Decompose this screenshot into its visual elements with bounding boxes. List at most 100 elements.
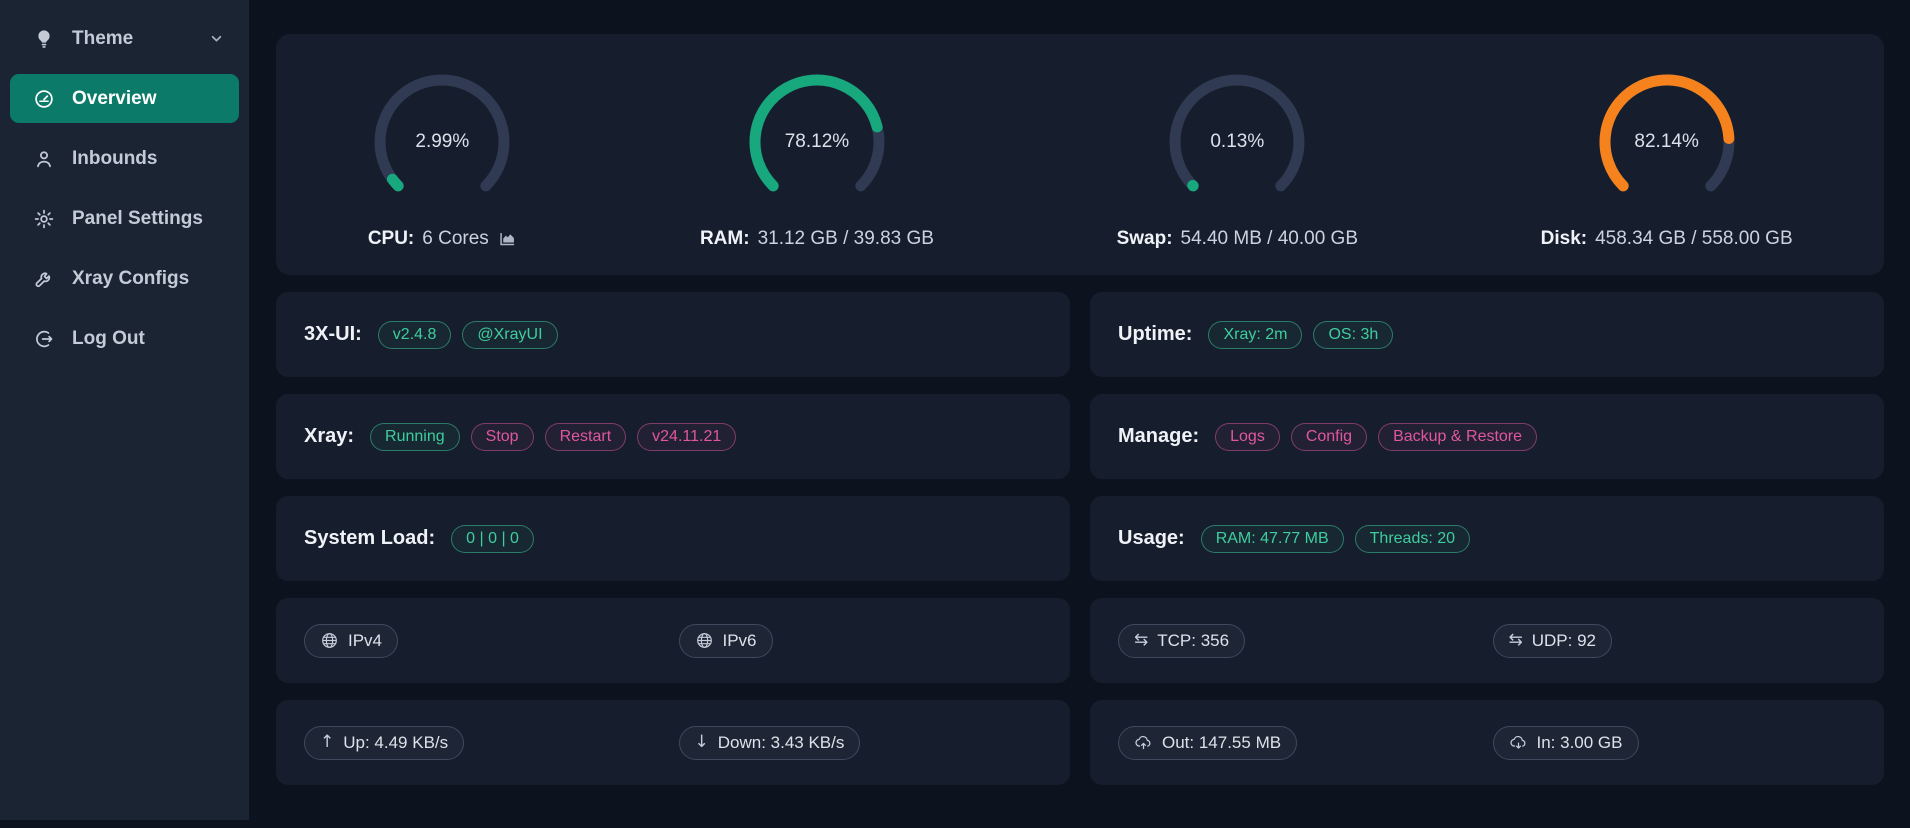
disk-gauge-label: Disk: 458.34 GB / 558.00 GB (1541, 228, 1793, 250)
xray-uptime-badge: Xray: 2m (1208, 320, 1303, 349)
row-load-usage: System Load: 0 | 0 | 0 Usage: RAM: 47.77… (276, 496, 1884, 581)
system-load-badge: 0 | 0 | 0 (451, 524, 534, 553)
tcp-count-tag: ⇆ TCP: 356 (1118, 623, 1246, 658)
system-load-card: System Load: 0 | 0 | 0 (276, 496, 1070, 581)
config-button[interactable]: Config (1290, 422, 1368, 451)
row-version-uptime: 3X-UI: v2.4.8 @XrayUI Uptime: Xray: 2m O… (276, 292, 1884, 377)
sidebar: Theme Overview Inbounds Panel Settings X… (0, 0, 249, 820)
swap-gauge-value: 0.13% (1210, 131, 1265, 152)
panel-version-card: 3X-UI: v2.4.8 @XrayUI (276, 292, 1070, 377)
row-xray-manage: Xray: Running Stop Restart v24.11.21 Man… (276, 394, 1884, 479)
cpu-detail: 6 Cores (422, 228, 489, 249)
uptime-label: Uptime: (1118, 323, 1193, 345)
xray-status-card: Xray: Running Stop Restart v24.11.21 (276, 394, 1070, 479)
cpu-gauge (374, 74, 510, 192)
arrow-down-icon: ↓ (694, 732, 709, 752)
ram-usage-badge: RAM: 47.77 MB (1200, 524, 1344, 553)
swap-detail: 54.40 MB / 40.00 GB (1180, 228, 1358, 249)
xray-label: Xray: (304, 425, 355, 447)
sidebar-item-label: Panel Settings (72, 207, 203, 229)
xray-stop-button[interactable]: Stop (470, 422, 534, 451)
ipv6-tag[interactable]: IPv6 (678, 623, 773, 658)
swap-label: Swap: (1116, 228, 1173, 249)
logs-button[interactable]: Logs (1215, 422, 1280, 451)
ram-gauge-value: 78.12% (784, 131, 850, 152)
swap-gauge (1169, 74, 1305, 192)
swap-arrows-icon: ⇆ (1508, 630, 1523, 650)
panel-version-badge[interactable]: v2.4.8 (377, 320, 452, 349)
disk-gauge-block: 82.14% Disk: 458.34 GB / 558.00 GB (1541, 67, 1793, 250)
usage-label: Usage: (1118, 527, 1185, 549)
traffic-out-tag: Out: 147.55 MB (1118, 725, 1298, 760)
upload-speed-tag: ↑ Up: 4.49 KB/s (304, 725, 465, 760)
uptime-card: Uptime: Xray: 2m OS: 3h (1090, 292, 1884, 377)
traffic-card: Out: 147.55 MB In: 3.00 GB (1090, 700, 1884, 785)
cloud-upload-icon (1134, 733, 1153, 752)
backup-restore-button[interactable]: Backup & Restore (1378, 422, 1538, 451)
system-gauges-card: 2.99% CPU: 6 Cores 78.12% RAM: 31.12 GB … (276, 34, 1884, 275)
ram-gauge-label: RAM: 31.12 GB / 39.83 GB (700, 228, 934, 250)
sidebar-item-inbounds[interactable]: Inbounds (10, 134, 239, 183)
swap-gauge-label: Swap: 54.40 MB / 40.00 GB (1117, 228, 1358, 250)
manage-card: Manage: Logs Config Backup & Restore (1090, 394, 1884, 479)
threads-badge: Threads: 20 (1354, 524, 1471, 553)
ram-gauge (749, 74, 885, 192)
wrench-icon (33, 268, 55, 290)
panel-version-label: 3X-UI: (304, 323, 362, 345)
sidebar-item-panel-settings[interactable]: Panel Settings (10, 194, 239, 243)
cloud-download-icon (1509, 733, 1528, 752)
sidebar-item-overview[interactable]: Overview (10, 74, 239, 123)
manage-label: Manage: (1118, 425, 1200, 447)
usage-card: Usage: RAM: 47.77 MB Threads: 20 (1090, 496, 1884, 581)
traffic-in-label: In: 3.00 GB (1536, 732, 1623, 752)
swap-gauge-block: 0.13% Swap: 54.40 MB / 40.00 GB (1117, 67, 1358, 250)
ram-detail: 31.12 GB / 39.83 GB (757, 228, 934, 249)
sidebar-item-label: Overview (72, 87, 157, 109)
sidebar-item-label: Theme (72, 27, 134, 49)
telegram-channel-badge[interactable]: @XrayUI (462, 320, 558, 349)
download-speed-label: Down: 3.43 KB/s (717, 732, 845, 752)
dashboard-icon (33, 88, 55, 110)
xray-version-badge[interactable]: v24.11.21 (637, 422, 737, 451)
connections-card: ⇆ TCP: 356 ⇆ UDP: 92 (1090, 598, 1884, 683)
sidebar-item-label: Xray Configs (72, 267, 190, 289)
ipv4-tag[interactable]: IPv4 (304, 623, 399, 658)
cpu-label: CPU: (367, 228, 415, 249)
system-load-label: System Load: (304, 527, 436, 549)
cpu-gauge-label: CPU: 6 Cores (368, 228, 517, 250)
arrow-up-icon: ↑ (320, 732, 335, 752)
disk-label: Disk: (1540, 228, 1588, 249)
sidebar-item-xray-configs[interactable]: Xray Configs (10, 254, 239, 303)
traffic-in-tag: In: 3.00 GB (1492, 725, 1639, 760)
chevron-down-icon (208, 30, 225, 47)
os-uptime-badge: OS: 3h (1313, 320, 1394, 349)
udp-count-label: UDP: 92 (1531, 630, 1596, 650)
bulb-icon (33, 28, 55, 50)
area-chart-icon[interactable] (497, 229, 517, 249)
globe-icon (695, 631, 714, 650)
sidebar-item-label: Inbounds (72, 147, 158, 169)
download-speed-tag: ↓ Down: 3.43 KB/s (678, 725, 861, 760)
disk-gauge (1599, 74, 1735, 192)
ipv6-tag-label: IPv6 (722, 630, 757, 650)
row-speed-traffic: ↑ Up: 4.49 KB/s ↓ Down: 3.43 KB/s Out: 1… (276, 700, 1884, 785)
tcp-count-label: TCP: 356 (1157, 630, 1230, 650)
ip-card: IPv4 IPv6 (276, 598, 1070, 683)
sidebar-item-logout[interactable]: Log Out (10, 314, 239, 363)
row-ip-connections: IPv4 IPv6 ⇆ TCP: 356 (276, 598, 1884, 683)
ipv4-tag-label: IPv4 (348, 630, 383, 650)
ram-label: RAM: (699, 228, 750, 249)
sidebar-item-theme[interactable]: Theme (10, 14, 239, 63)
upload-speed-label: Up: 4.49 KB/s (343, 732, 449, 752)
swap-arrows-icon: ⇆ (1134, 630, 1149, 650)
ram-gauge-block: 78.12% RAM: 31.12 GB / 39.83 GB (700, 67, 934, 250)
main-content: 2.99% CPU: 6 Cores 78.12% RAM: 31.12 GB … (249, 0, 1910, 828)
sidebar-item-label: Log Out (72, 327, 145, 349)
disk-detail: 458.34 GB / 558.00 GB (1595, 228, 1793, 249)
cpu-gauge-block: 2.99% CPU: 6 Cores (367, 67, 517, 250)
traffic-out-label: Out: 147.55 MB (1162, 732, 1282, 752)
speed-card: ↑ Up: 4.49 KB/s ↓ Down: 3.43 KB/s (276, 700, 1070, 785)
disk-gauge-value: 82.14% (1634, 131, 1699, 152)
gear-icon (33, 208, 55, 230)
xray-restart-button[interactable]: Restart (544, 422, 627, 451)
